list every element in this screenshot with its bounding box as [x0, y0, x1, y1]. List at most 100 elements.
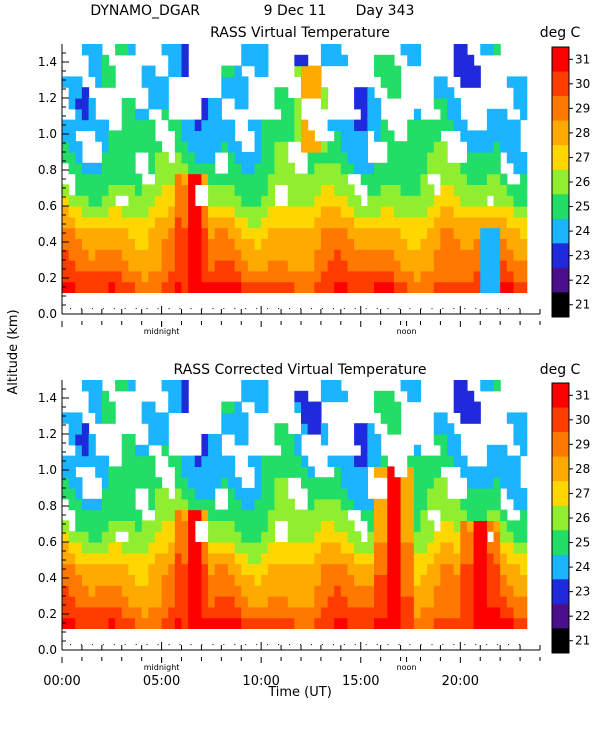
heatmap-cell — [88, 390, 96, 403]
heatmap-cell — [128, 184, 136, 196]
heatmap-cell — [334, 606, 342, 619]
heatmap-cell — [247, 563, 256, 575]
heatmap-cell — [420, 606, 428, 619]
heatmap-cell — [101, 412, 110, 424]
heatmap-cell — [208, 141, 216, 153]
heatmap-cell — [221, 423, 229, 435]
heatmap-cell — [334, 466, 342, 478]
heatmap-cell — [101, 477, 110, 489]
heatmap-cell — [327, 542, 335, 554]
heatmap-cell — [135, 563, 143, 575]
heatmap-cell — [420, 498, 428, 511]
heatmap-cell — [115, 520, 123, 532]
colorbar-label: 30 — [575, 413, 590, 427]
heatmap-cell — [447, 216, 455, 229]
heatmap-cell — [513, 227, 521, 239]
heatmap-cell — [208, 195, 216, 207]
heatmap-cell — [247, 531, 256, 543]
heatmap-cell — [281, 617, 289, 629]
heatmap-cell — [413, 466, 422, 478]
heatmap-cell — [128, 281, 136, 293]
heatmap-cell — [480, 531, 488, 543]
heatmap-cell — [128, 531, 136, 543]
heatmap-cell — [148, 206, 156, 218]
heatmap-cell — [334, 281, 342, 293]
heatmap-cell — [320, 281, 329, 293]
heatmap-cell — [161, 184, 169, 196]
heatmap-cell — [101, 542, 110, 554]
heatmap-cell — [234, 606, 242, 619]
heatmap-cell — [427, 130, 435, 142]
heatmap-cell — [294, 65, 302, 77]
heatmap-cell — [101, 281, 110, 293]
colorbar-label: 30 — [575, 77, 590, 91]
heatmap-cell — [334, 119, 342, 131]
heatmap-cell — [453, 173, 461, 185]
heatmap-cell — [294, 466, 302, 478]
heatmap-cell — [188, 574, 196, 586]
heatmap-cell — [413, 531, 422, 543]
heatmap-cell — [267, 542, 276, 554]
heatmap-cell — [413, 617, 422, 629]
heatmap-cell — [460, 542, 468, 554]
heatmap-cell — [115, 596, 123, 608]
heatmap-cell — [307, 162, 315, 175]
heatmap-cell — [287, 249, 295, 261]
heatmap-cell — [440, 542, 448, 554]
heatmap-cell — [480, 380, 488, 392]
heatmap-cell — [161, 216, 169, 229]
heatmap-cell — [68, 216, 76, 229]
heatmap-cell — [407, 238, 415, 250]
heatmap-cell — [407, 498, 415, 511]
heatmap-cell — [161, 574, 169, 586]
heatmap-cell — [294, 509, 302, 521]
heatmap-cell — [387, 552, 395, 565]
heatmap-cell — [108, 173, 116, 185]
heatmap-cell — [400, 606, 408, 619]
heatmap-cell — [407, 195, 415, 207]
heatmap-field — [62, 380, 528, 629]
heatmap-cell — [181, 380, 189, 392]
heatmap-cell — [347, 563, 355, 575]
heatmap-cell — [81, 238, 90, 250]
heatmap-cell — [81, 617, 90, 629]
heatmap-cell — [486, 260, 495, 272]
heatmap-cell — [135, 520, 143, 532]
heatmap-cell — [374, 206, 382, 218]
heatmap-cell — [334, 44, 342, 56]
heatmap-cell — [214, 455, 222, 467]
heatmap-cell — [227, 216, 236, 229]
heatmap-cell — [121, 184, 129, 196]
heatmap-cell — [62, 466, 70, 478]
heatmap-cell — [400, 531, 408, 543]
heatmap-cell — [347, 466, 355, 478]
heatmap-cell — [121, 509, 129, 521]
heatmap-cell — [307, 281, 315, 293]
heatmap-cell — [161, 162, 169, 175]
heatmap-cell — [433, 531, 442, 543]
heatmap-cell — [287, 238, 295, 250]
heatmap-cell — [407, 596, 415, 608]
heatmap-cell — [440, 270, 448, 283]
heatmap-cell — [168, 574, 176, 586]
heatmap-cell — [413, 509, 422, 521]
heatmap-cell — [95, 509, 103, 521]
heatmap-cell — [121, 249, 129, 261]
heatmap-cell — [407, 54, 415, 67]
heatmap-cell — [161, 152, 169, 164]
heatmap-cell — [234, 195, 242, 207]
colorbar-swatch — [552, 267, 569, 293]
heatmap-cell — [141, 130, 149, 142]
range-gate-dot — [431, 308, 433, 310]
heatmap-cell — [320, 552, 329, 565]
heatmap-cell — [128, 434, 136, 446]
heatmap-cell — [261, 596, 269, 608]
heatmap-cell — [281, 423, 289, 435]
heatmap-cell — [68, 119, 76, 131]
heatmap-cell — [95, 563, 103, 575]
heatmap-cell — [393, 260, 402, 272]
heatmap-cell — [267, 498, 276, 511]
heatmap-cell — [287, 596, 295, 608]
heatmap-cell — [387, 281, 395, 293]
heatmap-cell — [440, 488, 448, 500]
